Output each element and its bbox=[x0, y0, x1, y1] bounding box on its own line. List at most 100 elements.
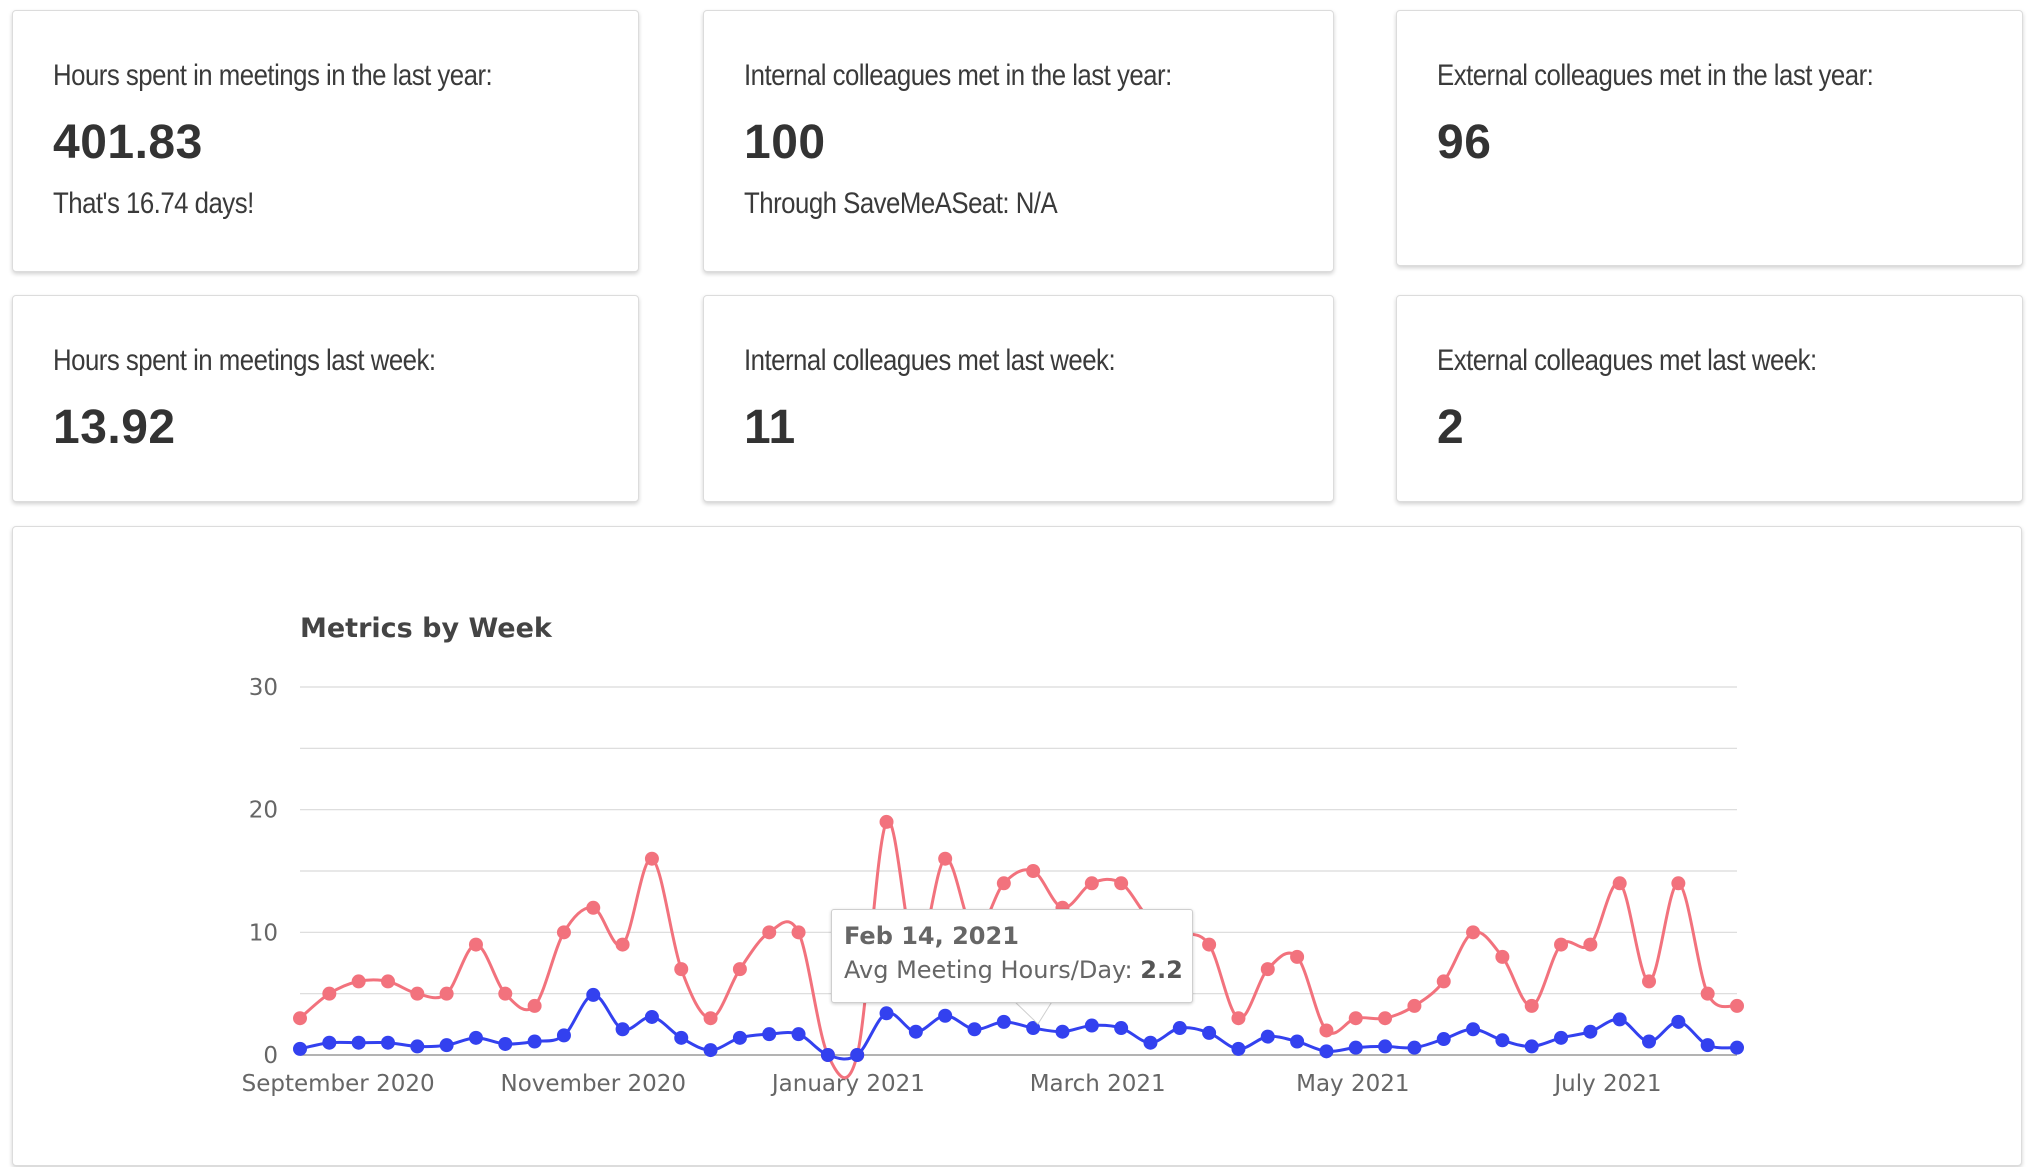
stat-subtext: Through SaveMeASeat: N/A bbox=[744, 187, 1058, 220]
data-point[interactable] bbox=[293, 1011, 307, 1026]
data-point[interactable] bbox=[791, 1027, 806, 1042]
data-point[interactable] bbox=[527, 1034, 542, 1049]
data-point[interactable] bbox=[1202, 1025, 1217, 1040]
data-point[interactable] bbox=[1114, 876, 1129, 891]
data-point[interactable] bbox=[1084, 1018, 1099, 1033]
data-point[interactable] bbox=[556, 925, 571, 940]
data-point[interactable] bbox=[556, 1028, 571, 1043]
data-point[interactable] bbox=[1583, 1024, 1598, 1039]
data-point[interactable] bbox=[879, 1006, 894, 1021]
data-point[interactable] bbox=[732, 1030, 747, 1045]
data-point[interactable] bbox=[996, 876, 1011, 891]
data-point[interactable] bbox=[1642, 974, 1657, 989]
data-point[interactable] bbox=[1114, 1021, 1129, 1036]
data-point[interactable] bbox=[322, 986, 337, 1001]
stat-label: External colleagues met last week: bbox=[1437, 344, 1817, 377]
data-point[interactable] bbox=[1700, 986, 1715, 1001]
data-point[interactable] bbox=[967, 1022, 982, 1037]
data-point[interactable] bbox=[938, 851, 953, 866]
data-point[interactable] bbox=[1260, 1029, 1275, 1044]
data-point[interactable] bbox=[1466, 925, 1481, 940]
data-point[interactable] bbox=[1436, 974, 1451, 989]
data-point[interactable] bbox=[1407, 1040, 1422, 1055]
data-point[interactable] bbox=[1612, 876, 1627, 891]
tooltip-pointer bbox=[1012, 999, 1054, 1025]
data-point[interactable] bbox=[1554, 1030, 1569, 1045]
data-point[interactable] bbox=[732, 962, 747, 977]
data-point[interactable] bbox=[908, 1024, 923, 1039]
data-point[interactable] bbox=[1348, 1011, 1363, 1026]
data-point[interactable] bbox=[615, 1022, 630, 1037]
data-point[interactable] bbox=[293, 1041, 307, 1056]
data-point[interactable] bbox=[439, 986, 454, 1001]
data-point[interactable] bbox=[644, 851, 659, 866]
data-point[interactable] bbox=[1026, 864, 1041, 878]
data-point[interactable] bbox=[498, 1036, 513, 1051]
data-point[interactable] bbox=[1378, 1011, 1393, 1026]
data-point[interactable] bbox=[1730, 1040, 1744, 1055]
data-point[interactable] bbox=[644, 1009, 659, 1024]
data-point[interactable] bbox=[1524, 998, 1539, 1013]
data-point[interactable] bbox=[1319, 1044, 1334, 1059]
data-point[interactable] bbox=[586, 987, 601, 1002]
data-point[interactable] bbox=[1231, 1041, 1246, 1056]
data-point[interactable] bbox=[762, 1027, 777, 1042]
data-point[interactable] bbox=[380, 974, 395, 989]
data-point[interactable] bbox=[1378, 1039, 1393, 1054]
metrics-line-chart[interactable]: Metrics by Week 0 10 20 30 September 2020 No… bbox=[13, 527, 2023, 1167]
data-point[interactable] bbox=[380, 1035, 395, 1050]
data-point[interactable] bbox=[1026, 1021, 1041, 1036]
data-point[interactable] bbox=[703, 1043, 718, 1058]
data-point[interactable] bbox=[1055, 1024, 1070, 1039]
data-point[interactable] bbox=[498, 986, 513, 1001]
data-point[interactable] bbox=[1290, 1034, 1305, 1049]
data-point[interactable] bbox=[468, 1030, 483, 1045]
data-point[interactable] bbox=[615, 937, 630, 952]
data-point[interactable] bbox=[1260, 962, 1275, 977]
data-point[interactable] bbox=[1495, 1033, 1510, 1048]
data-point[interactable] bbox=[879, 814, 894, 829]
data-point[interactable] bbox=[1319, 1023, 1334, 1038]
data-point[interactable] bbox=[1730, 998, 1744, 1013]
data-point[interactable] bbox=[1495, 949, 1510, 964]
data-point[interactable] bbox=[1407, 998, 1422, 1013]
data-point[interactable] bbox=[1583, 937, 1598, 952]
stat-subtext: That's 16.74 days! bbox=[53, 187, 254, 220]
chart-title: Metrics by Week bbox=[300, 613, 553, 644]
data-point[interactable] bbox=[439, 1038, 454, 1053]
data-point[interactable] bbox=[1524, 1039, 1539, 1054]
data-point[interactable] bbox=[674, 1030, 689, 1045]
data-point[interactable] bbox=[1554, 937, 1569, 952]
data-point[interactable] bbox=[996, 1014, 1011, 1029]
data-point[interactable] bbox=[468, 937, 483, 952]
data-point[interactable] bbox=[850, 1048, 865, 1062]
data-point[interactable] bbox=[1671, 876, 1686, 891]
data-point[interactable] bbox=[1290, 949, 1305, 964]
data-point[interactable] bbox=[1700, 1038, 1715, 1053]
data-point[interactable] bbox=[1143, 1035, 1158, 1050]
data-point[interactable] bbox=[410, 1039, 425, 1054]
data-point[interactable] bbox=[1231, 1011, 1246, 1026]
data-point[interactable] bbox=[1172, 1021, 1187, 1036]
data-point[interactable] bbox=[703, 1011, 718, 1026]
data-point[interactable] bbox=[762, 925, 777, 940]
data-point[interactable] bbox=[410, 986, 425, 1001]
data-point[interactable] bbox=[674, 962, 689, 977]
data-point[interactable] bbox=[527, 998, 542, 1013]
data-point[interactable] bbox=[1436, 1032, 1451, 1047]
data-point[interactable] bbox=[1642, 1034, 1657, 1049]
data-point[interactable] bbox=[938, 1008, 953, 1023]
data-point[interactable] bbox=[351, 1035, 366, 1050]
data-point[interactable] bbox=[1084, 876, 1099, 891]
data-point[interactable] bbox=[1202, 937, 1217, 952]
data-point[interactable] bbox=[820, 1048, 835, 1062]
data-point[interactable] bbox=[351, 974, 366, 989]
data-point[interactable] bbox=[586, 900, 601, 915]
tooltip-value: 2.2 bbox=[1140, 956, 1183, 984]
data-point[interactable] bbox=[1466, 1022, 1481, 1037]
data-point[interactable] bbox=[322, 1035, 337, 1050]
data-point[interactable] bbox=[791, 925, 806, 940]
data-point[interactable] bbox=[1612, 1012, 1627, 1027]
data-point[interactable] bbox=[1671, 1014, 1686, 1029]
data-point[interactable] bbox=[1348, 1040, 1363, 1055]
